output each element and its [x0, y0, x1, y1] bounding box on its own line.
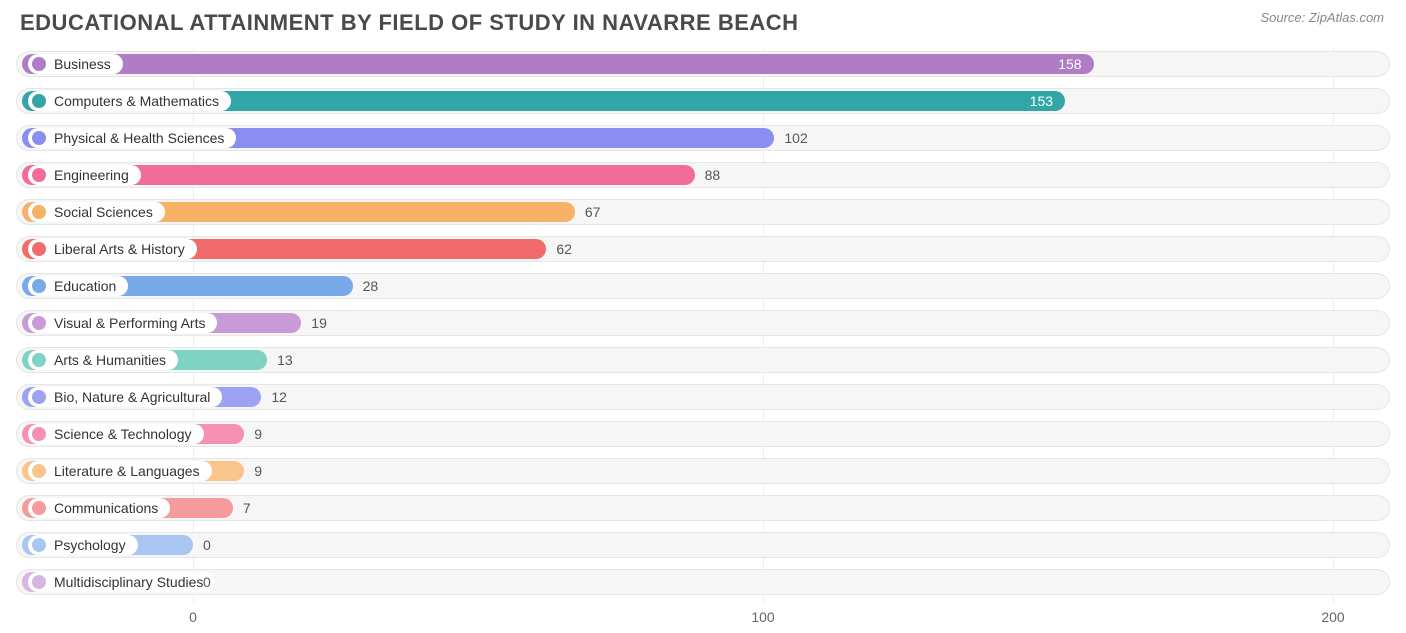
- value-label: 9: [254, 424, 262, 444]
- category-label: Visual & Performing Arts: [54, 315, 205, 331]
- category-label: Psychology: [54, 537, 126, 553]
- category-label: Bio, Nature & Agricultural: [54, 389, 210, 405]
- category-dot: [32, 131, 46, 145]
- category-pill: Visual & Performing Arts: [28, 313, 217, 333]
- bar-track: [16, 569, 1390, 595]
- tick-label: 200: [1321, 609, 1344, 625]
- category-pill: Arts & Humanities: [28, 350, 178, 370]
- category-pill: Social Sciences: [28, 202, 165, 222]
- bar-row: Business158: [16, 48, 1390, 80]
- bar-row: Engineering 88: [16, 159, 1390, 191]
- category-dot: [32, 501, 46, 515]
- tick-label: 0: [189, 609, 197, 625]
- bar-row: Literature & Languages 9: [16, 455, 1390, 487]
- plot-area: Business158 Computers & Mathematics153 Phy…: [16, 48, 1390, 633]
- category-dot: [32, 242, 46, 256]
- category-label: Science & Technology: [54, 426, 192, 442]
- category-label: Arts & Humanities: [54, 352, 166, 368]
- category-dot: [32, 205, 46, 219]
- value-label: 102: [784, 128, 807, 148]
- category-label: Physical & Health Sciences: [54, 130, 224, 146]
- category-pill: Communications: [28, 498, 170, 518]
- bar-row: Arts & Humanities 13: [16, 344, 1390, 376]
- category-pill: Bio, Nature & Agricultural: [28, 387, 222, 407]
- category-dot: [32, 538, 46, 552]
- bar-row: Physical & Health Sciences 102: [16, 122, 1390, 154]
- category-pill: Psychology: [28, 535, 138, 555]
- category-pill: Multidisciplinary Studies: [28, 572, 215, 592]
- category-label: Education: [54, 278, 116, 294]
- chart-container: EDUCATIONAL ATTAINMENT BY FIELD OF STUDY…: [0, 0, 1406, 631]
- category-pill: Physical & Health Sciences: [28, 128, 236, 148]
- category-label: Communications: [54, 500, 158, 516]
- category-label: Social Sciences: [54, 204, 153, 220]
- chart-title: EDUCATIONAL ATTAINMENT BY FIELD OF STUDY…: [20, 10, 1390, 36]
- category-dot: [32, 464, 46, 478]
- value-label: 88: [705, 165, 721, 185]
- category-dot: [32, 353, 46, 367]
- bar-row: Bio, Nature & Agricultural 12: [16, 381, 1390, 413]
- category-label: Engineering: [54, 167, 129, 183]
- bar-row: Social Sciences 67: [16, 196, 1390, 228]
- bar-row: Multidisciplinary Studies0: [16, 566, 1390, 598]
- category-dot: [32, 168, 46, 182]
- value-label: 13: [277, 350, 293, 370]
- category-dot: [32, 575, 46, 589]
- category-label: Multidisciplinary Studies: [54, 574, 203, 590]
- value-label: 153: [22, 91, 1065, 111]
- value-label: 62: [556, 239, 572, 259]
- category-pill: Liberal Arts & History: [28, 239, 197, 259]
- category-dot: [32, 279, 46, 293]
- category-pill: Literature & Languages: [28, 461, 212, 481]
- bar-row: Psychology 0: [16, 529, 1390, 561]
- x-axis: 0 100 200: [16, 603, 1390, 633]
- value-label: 67: [585, 202, 601, 222]
- category-dot: [32, 390, 46, 404]
- category-label: Liberal Arts & History: [54, 241, 185, 257]
- bar-track: [16, 532, 1390, 558]
- bar-row: Education 28: [16, 270, 1390, 302]
- value-label: 0: [203, 572, 211, 592]
- category-dot: [32, 427, 46, 441]
- tick-label: 100: [751, 609, 774, 625]
- value-label: 19: [311, 313, 327, 333]
- bar-row: Liberal Arts & History 62: [16, 233, 1390, 265]
- chart-source: Source: ZipAtlas.com: [1260, 10, 1384, 25]
- bar-row: Communications 7: [16, 492, 1390, 524]
- category-pill: Engineering: [28, 165, 141, 185]
- category-label: Literature & Languages: [54, 463, 200, 479]
- bar-row: Computers & Mathematics153: [16, 85, 1390, 117]
- value-label: 28: [363, 276, 379, 296]
- value-label: 7: [243, 498, 251, 518]
- category-pill: Education: [28, 276, 128, 296]
- value-label: 9: [254, 461, 262, 481]
- bar-row: Science & Technology 9: [16, 418, 1390, 450]
- bar-row: Visual & Performing Arts 19: [16, 307, 1390, 339]
- value-label: 158: [22, 54, 1094, 74]
- category-pill: Science & Technology: [28, 424, 204, 444]
- category-dot: [32, 316, 46, 330]
- value-label: 12: [271, 387, 287, 407]
- value-label: 0: [203, 535, 211, 555]
